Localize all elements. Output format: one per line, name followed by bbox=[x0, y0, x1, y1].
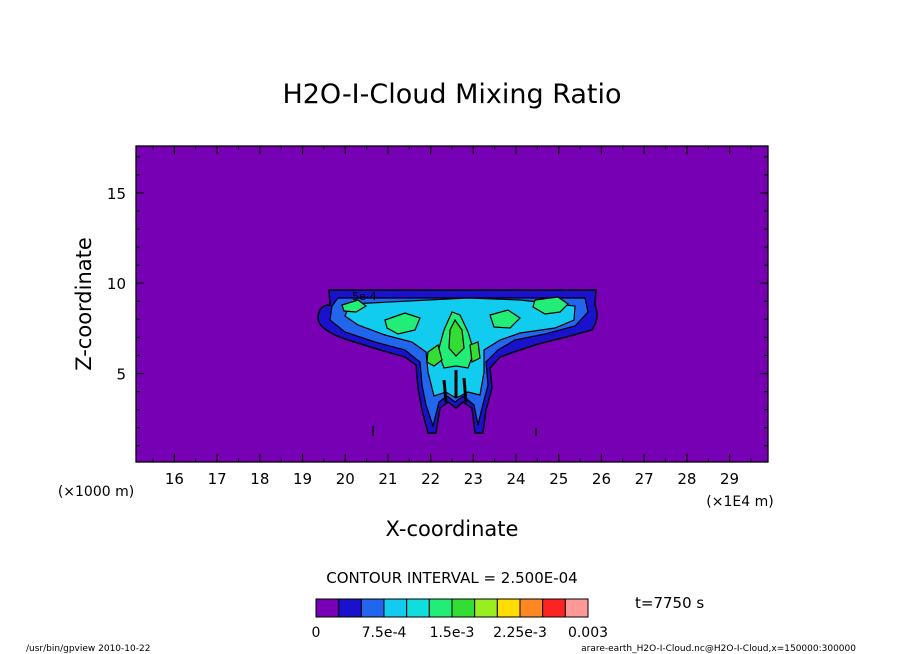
x-tick-label: 21 bbox=[378, 470, 397, 488]
x-units-label: (×1E4 m) bbox=[706, 494, 773, 510]
contour-band-5c bbox=[469, 341, 481, 363]
footer-left: /usr/bin/gpview 2010-10-22 bbox=[26, 644, 150, 654]
chart-title: H2O-I-Cloud Mixing Ratio bbox=[282, 79, 621, 110]
x-tick-label: 24 bbox=[507, 470, 526, 488]
x-tick-label: 29 bbox=[720, 470, 739, 488]
time-label: t=7750 s bbox=[635, 594, 704, 612]
colorbar-swatch bbox=[564, 598, 589, 618]
x-tick-label: 20 bbox=[336, 470, 355, 488]
contour-band-5 bbox=[448, 318, 465, 357]
colorbar-swatch bbox=[383, 598, 408, 618]
contour-band-5b bbox=[426, 344, 443, 367]
contour-band-4c bbox=[341, 299, 368, 313]
x-axis-label: X-coordinate bbox=[386, 517, 519, 541]
footer-right: arare-earth_H2O-I-Cloud.nc@H2O-I-Cloud,x… bbox=[581, 644, 856, 654]
contour-interval-label: CONTOUR INTERVAL = 2.500E-04 bbox=[326, 569, 577, 587]
x-tick-label: 16 bbox=[165, 470, 184, 488]
x-tick-label: 25 bbox=[549, 470, 568, 488]
contour-band-4b bbox=[532, 296, 569, 315]
x-tick-label: 18 bbox=[250, 470, 269, 488]
y-axis-label: Z-coordinate bbox=[72, 237, 96, 371]
contour-band-4a bbox=[384, 312, 421, 335]
colorbar-swatch bbox=[474, 598, 498, 618]
colorbar-tick-label: 1.5e-3 bbox=[430, 625, 475, 641]
colorbar-tick-label: 2.25e-3 bbox=[493, 625, 547, 641]
y-axis-ticks: 5 10 15 bbox=[107, 156, 768, 447]
colorbar bbox=[315, 598, 589, 618]
y-tick-label: 10 bbox=[107, 275, 126, 293]
x-tick-label: 27 bbox=[635, 470, 654, 488]
colorbar-swatch bbox=[338, 598, 362, 618]
y-tick-label: 5 bbox=[116, 366, 126, 384]
x-tick-label: 17 bbox=[208, 470, 227, 488]
colorbar-tick-label: 7.5e-4 bbox=[362, 625, 407, 641]
colorbar-swatch bbox=[406, 598, 430, 618]
colorbar-swatch bbox=[451, 598, 476, 618]
contour-marker-1 bbox=[372, 426, 537, 436]
x-tick-label: 23 bbox=[464, 470, 483, 488]
colorbar-swatch bbox=[315, 598, 340, 618]
contour-band-4d bbox=[489, 309, 521, 329]
y-tick-label: 15 bbox=[107, 185, 126, 203]
contour-label: 5e-4 bbox=[352, 290, 377, 303]
x-axis-ticks: 16 17 18 19 20 21 22 23 24 25 26 27 28 29 bbox=[152, 146, 752, 488]
contour-dark-streak-1 bbox=[442, 370, 468, 403]
x-tick-label: 26 bbox=[592, 470, 611, 488]
colorbar-swatch bbox=[496, 598, 521, 618]
colorbar-swatch bbox=[542, 598, 566, 618]
colorbar-swatch bbox=[519, 598, 544, 618]
x-tick-label: 28 bbox=[677, 470, 696, 488]
colorbar-labels: 0 7.5e-4 1.5e-3 2.25e-3 0.003 bbox=[312, 625, 609, 641]
colorbar-tick-label: 0.003 bbox=[568, 625, 608, 641]
cloud-contours: 5e-4 bbox=[317, 289, 598, 436]
colorbar-swatch bbox=[428, 598, 453, 618]
x-tick-label: 19 bbox=[293, 470, 312, 488]
y-units-label: (×1000 m) bbox=[58, 484, 134, 500]
colorbar-tick-label: 0 bbox=[312, 625, 321, 641]
x-tick-label: 22 bbox=[421, 470, 440, 488]
colorbar-swatch bbox=[360, 598, 385, 618]
